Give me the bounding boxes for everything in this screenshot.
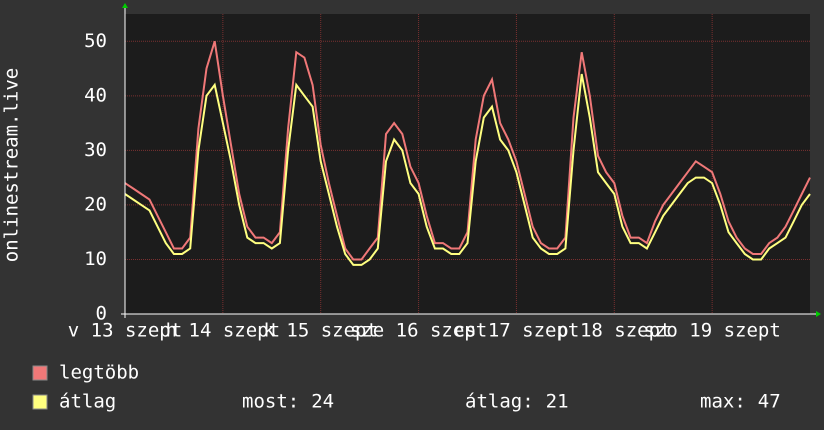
x-tick-label: szo 19 szept <box>644 320 781 342</box>
series-line <box>124 73 811 266</box>
y-axis-label: onlinestream.live <box>1 68 23 262</box>
axis-arrow <box>122 3 128 8</box>
plot-area <box>125 14 810 314</box>
legend-swatch <box>32 365 48 381</box>
y-tick-label: 10 <box>84 248 107 270</box>
x-tick-label: sze 16 szept <box>350 320 487 342</box>
legend-swatch <box>32 394 48 410</box>
x-tick-label: v 13 szept <box>68 320 182 342</box>
stat-value: 21 <box>546 391 569 413</box>
x-tick-label: p 18 szept <box>557 320 671 342</box>
x-tick-label: k 15 szept <box>264 320 378 342</box>
axis-arrow <box>816 311 821 317</box>
stat-label: átlag: <box>465 391 534 413</box>
y-tick-label: 30 <box>84 139 107 161</box>
stat-label: most: <box>242 391 299 413</box>
y-tick-label: 0 <box>96 303 107 325</box>
x-tick-label: cs 17 szept <box>454 320 580 342</box>
stat-value: 24 <box>311 391 334 413</box>
y-tick-label: 20 <box>84 193 107 215</box>
y-tick-label: 50 <box>84 30 107 52</box>
series-line <box>124 41 811 261</box>
legend-label: legtöbb <box>59 362 139 384</box>
x-tick-label: h 14 szept <box>166 320 280 342</box>
y-tick-label: 40 <box>84 84 107 106</box>
legend-label: átlag <box>59 391 116 413</box>
legend: legtöbb átlag most: 24 átlag: 21 max: 47 <box>32 362 781 413</box>
stat-value: 47 <box>758 391 781 413</box>
stat-label: max: <box>700 391 746 413</box>
lines <box>124 41 811 266</box>
